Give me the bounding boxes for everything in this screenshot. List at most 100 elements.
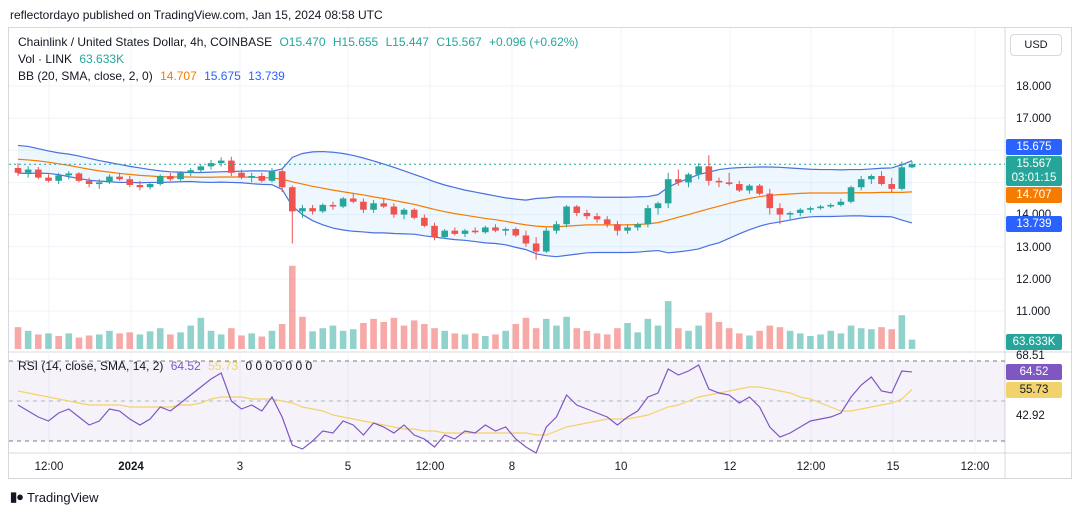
volume-bar — [55, 336, 62, 349]
bb-lower-value: 13.739 — [248, 69, 285, 83]
close-value: C15.567 — [436, 35, 482, 49]
rsi-ma-line — [17, 386, 913, 436]
candle-down — [258, 176, 266, 181]
volume-bar — [542, 318, 550, 349]
volume-bar — [197, 317, 205, 349]
candle-down — [126, 179, 134, 185]
volume-bar — [685, 330, 692, 349]
volume-bar — [471, 333, 479, 349]
volume-bar — [400, 325, 408, 349]
bb-label[interactable]: BB (20, SMA, close, 2, 0) — [18, 69, 153, 83]
candle-up — [664, 179, 672, 204]
volume-bar — [847, 325, 855, 349]
bb-basis-tag: 14.707 — [1006, 187, 1062, 203]
volume-bar — [614, 328, 621, 349]
candle-down — [349, 198, 357, 202]
volume-bar — [502, 330, 509, 349]
candle-up — [553, 224, 560, 231]
rsi-axis-label: 68.51 — [1016, 350, 1045, 362]
candle-up — [796, 209, 804, 213]
bb-lower-tag: 13.739 — [1006, 216, 1062, 232]
volume-label[interactable]: Vol · LINK — [18, 52, 73, 66]
bar-countdown: 03:01:15 — [1011, 172, 1057, 184]
candle-down — [471, 230, 479, 233]
candle-up — [197, 166, 205, 171]
volume-bar — [24, 330, 32, 349]
volume-bar — [735, 333, 743, 349]
rsi-line — [17, 364, 913, 454]
tradingview-logo-icon: ▮● — [10, 489, 24, 504]
candle-up — [654, 203, 662, 209]
volume-bar — [715, 321, 723, 349]
candle-down — [410, 209, 418, 218]
bb-basis-line — [17, 158, 913, 228]
candle-up — [95, 182, 103, 185]
candle-down — [390, 206, 398, 215]
candle-down — [431, 225, 438, 238]
symbol-title[interactable]: Chainlink / United States Dollar, 4h, CO… — [18, 35, 273, 49]
volume-bar — [268, 330, 276, 349]
candle-up — [827, 204, 835, 207]
candle-down — [278, 171, 286, 188]
candle-down — [238, 172, 245, 178]
change-value: +0.096 (+0.62%) — [489, 35, 579, 49]
bb-legend: BB (20, SMA, close, 2, 0) 14.707 15.675 … — [18, 69, 289, 83]
volume-bar — [786, 330, 794, 349]
last-price-value: 15.567 — [1016, 158, 1052, 170]
volume-bar — [329, 325, 337, 349]
volume-bar — [807, 336, 814, 349]
open-value: O15.470 — [279, 35, 326, 49]
candle-down — [116, 176, 123, 180]
time-axis-label: 2024 — [118, 461, 144, 473]
candle-up — [177, 172, 184, 180]
candle-down — [512, 229, 520, 236]
candle-down — [421, 217, 428, 226]
candle-up — [461, 230, 469, 234]
candle-up — [542, 230, 550, 252]
candle-down — [360, 201, 367, 210]
volume-bar — [207, 330, 215, 349]
candle-up — [898, 167, 906, 189]
bb-lower-line — [17, 172, 913, 258]
volume-bar — [878, 327, 885, 349]
volume-bar — [309, 331, 316, 349]
candle-up — [634, 224, 642, 228]
volume-bar — [695, 325, 702, 349]
volume-bar — [512, 324, 520, 349]
volume-bar — [390, 317, 398, 349]
volume-bar — [583, 330, 591, 349]
rsi-tag: 64.52 — [1006, 364, 1062, 380]
volume-bar — [349, 329, 357, 349]
candle-down — [675, 179, 682, 183]
volume-bar — [441, 330, 448, 349]
volume-bar — [675, 328, 682, 349]
currency-button[interactable]: USD — [1010, 34, 1062, 56]
volume-bar — [116, 333, 123, 349]
candle-up — [217, 160, 225, 164]
candle-up — [847, 187, 855, 202]
time-axis-label: 8 — [509, 461, 515, 473]
candle-up — [908, 164, 916, 168]
high-value: H15.655 — [332, 35, 379, 49]
candle-down — [85, 180, 93, 185]
volume-bar — [288, 265, 296, 349]
candle-down — [603, 219, 611, 225]
candle-up — [268, 171, 276, 181]
candle-up — [24, 169, 32, 173]
candle-up — [106, 176, 113, 183]
time-axis-label: 12:00 — [961, 461, 990, 473]
main-legend: Chainlink / United States Dollar, 4h, CO… — [18, 35, 582, 49]
volume-bar — [248, 333, 255, 349]
volume-bar — [421, 324, 428, 349]
volume-bar — [634, 332, 642, 349]
candle-up — [837, 201, 845, 205]
rsi-ma-value: 55.73 — [208, 359, 239, 373]
rsi-label[interactable]: RSI (14, close, SMA, 14, 2) — [18, 359, 164, 373]
bb-basis-value: 14.707 — [160, 69, 197, 83]
tradingview-footer[interactable]: ▮● TradingView — [10, 489, 99, 505]
volume-bar — [756, 330, 763, 349]
candle-down — [725, 182, 733, 185]
candle-down — [878, 176, 885, 185]
time-axis-label: 3 — [237, 461, 243, 473]
